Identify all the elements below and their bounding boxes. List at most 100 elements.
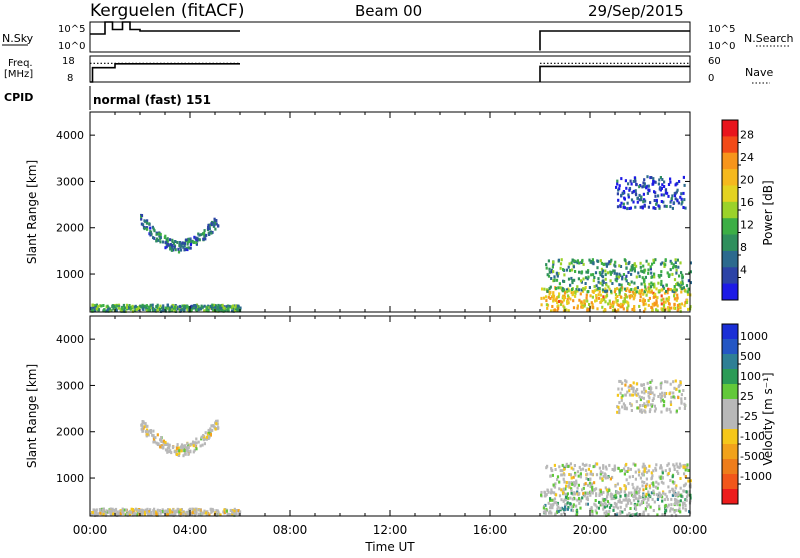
data-cell — [601, 502, 604, 506]
data-cell — [570, 489, 573, 492]
data-cell — [651, 391, 654, 395]
data-cell — [663, 391, 666, 395]
data-cell — [669, 403, 673, 406]
data-cell — [639, 398, 642, 402]
data-cell — [603, 501, 606, 505]
data-cell — [616, 182, 619, 186]
data-cell — [618, 184, 621, 188]
data-cell — [675, 288, 678, 292]
data-cell — [651, 262, 654, 266]
data-cell — [667, 296, 671, 300]
data-cell — [604, 289, 607, 293]
data-cell — [657, 204, 660, 208]
data-cell — [649, 290, 652, 294]
data-cell — [675, 190, 678, 194]
data-cell — [148, 429, 151, 433]
data-cell — [606, 490, 609, 494]
data-cell — [681, 273, 684, 277]
data-cell — [664, 508, 668, 512]
data-cell — [597, 277, 600, 281]
data-cell — [151, 433, 154, 437]
data-cell — [645, 482, 649, 486]
data-cell — [668, 490, 671, 494]
data-cell — [560, 488, 563, 492]
data-cell — [571, 281, 574, 285]
data-cell — [643, 283, 646, 287]
data-cell — [609, 306, 612, 309]
data-cell — [649, 408, 652, 412]
data-cell — [669, 507, 672, 511]
data-cell — [648, 282, 651, 286]
data-cell — [623, 297, 626, 301]
data-cell — [567, 287, 570, 291]
data-cell — [132, 510, 135, 514]
data-cell — [654, 180, 657, 184]
data-cell — [228, 304, 231, 308]
data-cell — [623, 490, 626, 494]
data-cell — [615, 505, 618, 509]
data-cell — [619, 505, 622, 509]
data-cell — [570, 291, 573, 295]
data-cell — [579, 499, 582, 503]
data-cell — [676, 296, 679, 300]
data-cell — [163, 236, 166, 239]
data-cell — [647, 493, 650, 497]
data-cell — [645, 259, 648, 263]
data-cell — [643, 309, 646, 313]
data-cell — [605, 497, 608, 501]
data-cell — [564, 498, 567, 501]
noise-right-label: N.Search — [744, 32, 794, 45]
data-cell — [215, 309, 218, 313]
data-cell — [572, 505, 575, 509]
data-cell — [652, 469, 655, 473]
data-cell — [192, 510, 196, 514]
data-cell — [231, 509, 234, 512]
data-cell — [595, 492, 598, 496]
data-cell — [624, 493, 627, 497]
data-cell — [128, 304, 131, 307]
data-cell — [107, 307, 110, 311]
data-cell — [175, 453, 178, 456]
data-cell — [556, 309, 559, 313]
data-cell — [173, 309, 176, 313]
data-cell — [619, 509, 622, 513]
data-cell — [644, 275, 647, 279]
data-cell — [680, 287, 684, 291]
data-cell — [632, 498, 636, 502]
data-cell — [108, 509, 111, 513]
data-cell — [633, 308, 636, 312]
data-cell — [639, 299, 642, 302]
data-cell — [647, 490, 650, 494]
data-cell — [653, 180, 656, 184]
data-cell — [159, 236, 162, 240]
data-cell — [641, 299, 644, 303]
data-cell — [94, 509, 97, 513]
data-cell — [658, 289, 661, 293]
data-cell — [172, 241, 175, 245]
data-cell — [680, 397, 683, 401]
data-cell — [655, 463, 658, 467]
data-cell — [547, 501, 550, 505]
data-cell — [155, 512, 158, 516]
data-cell — [682, 175, 685, 179]
data-cell — [215, 422, 218, 426]
data-cell — [181, 304, 184, 308]
data-cell — [208, 224, 211, 227]
data-cell — [109, 507, 112, 511]
data-cell — [156, 306, 159, 310]
data-cell — [634, 513, 637, 517]
data-cell — [236, 509, 239, 512]
data-cell — [587, 492, 590, 496]
data-cell — [90, 306, 93, 310]
data-cell — [594, 509, 597, 513]
data-cell — [645, 470, 649, 474]
data-cell — [649, 505, 652, 509]
data-cell — [203, 229, 206, 233]
data-cell — [558, 480, 561, 484]
data-cell — [565, 462, 568, 466]
colorbar-swatch — [722, 283, 738, 301]
data-cell — [188, 240, 191, 243]
data-cell — [664, 503, 667, 507]
data-cell — [165, 306, 168, 310]
data-cell — [618, 264, 621, 268]
